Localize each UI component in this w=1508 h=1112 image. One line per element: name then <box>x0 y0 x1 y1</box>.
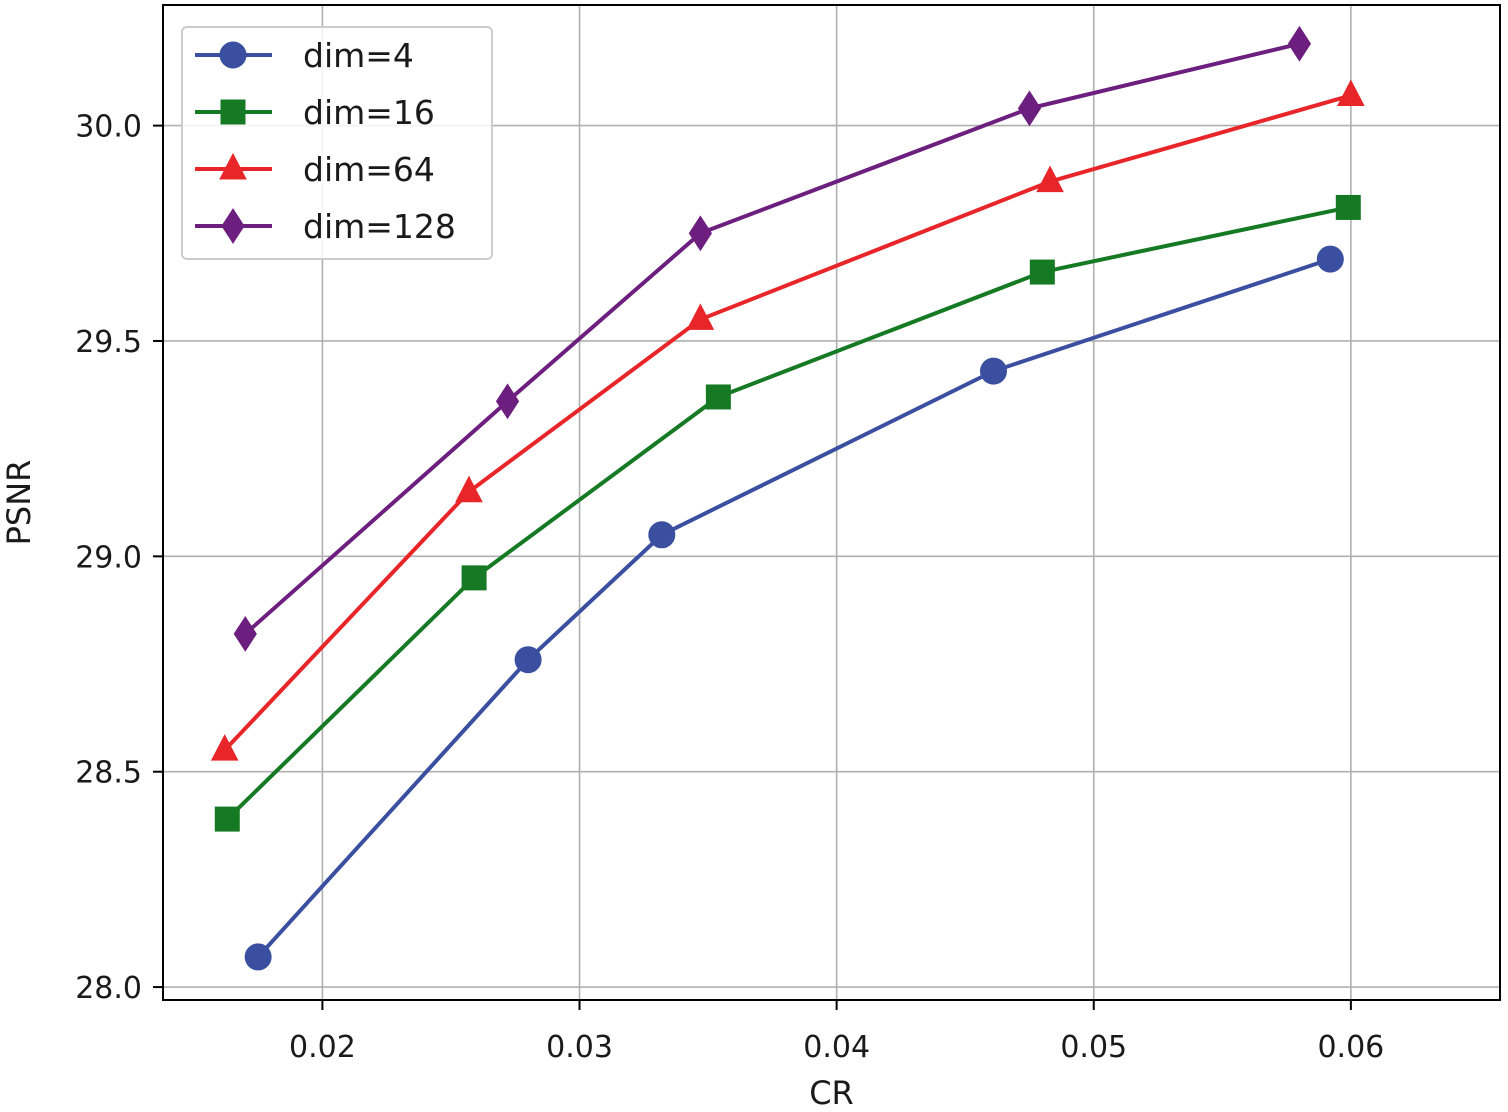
series-markers <box>210 25 1365 971</box>
legend-marker <box>220 99 246 125</box>
data-point <box>495 383 520 420</box>
y-tick-label: 30.0 <box>75 110 142 145</box>
legend-marker <box>219 41 247 69</box>
data-point <box>233 615 257 652</box>
data-point <box>461 565 487 591</box>
data-point <box>688 215 712 252</box>
data-point <box>455 475 483 503</box>
y-tick-label: 28.5 <box>75 756 142 791</box>
data-point <box>514 646 542 674</box>
plot-frame <box>162 4 1501 1001</box>
data-point <box>686 303 715 330</box>
legend-label: dim=4 <box>303 36 414 75</box>
x-axis-label: CR <box>809 1074 854 1112</box>
series-line-2 <box>225 205 1349 821</box>
data-point <box>210 734 239 761</box>
data-point <box>979 357 1007 385</box>
x-axis-ticks: 0.02 0.03 0.04 0.05 0.06 <box>289 1000 1384 1065</box>
x-tick-label: 0.06 <box>1317 1030 1384 1065</box>
series-line-1 <box>256 257 1331 959</box>
data-point <box>1029 259 1055 285</box>
x-tick-label: 0.02 <box>289 1030 356 1065</box>
data-point <box>244 943 272 971</box>
x-tick-label: 0.04 <box>803 1030 870 1065</box>
data-point <box>648 521 676 549</box>
data-point <box>1335 194 1361 220</box>
legend-label: dim=16 <box>303 93 435 132</box>
data-point <box>1287 25 1312 62</box>
legend-box <box>181 26 493 260</box>
data-point <box>1337 79 1365 106</box>
y-tick-label: 29.5 <box>75 325 142 360</box>
legend: dim=4 dim=16 dim=64 dim=128 <box>181 26 493 260</box>
legend-label: dim=128 <box>303 207 456 246</box>
y-tick-label: 28.0 <box>75 971 142 1006</box>
x-tick-label: 0.05 <box>1060 1030 1127 1065</box>
y-axis-ticks: 28.0 28.5 29.0 29.5 30.0 <box>75 110 163 1006</box>
legend-marker <box>219 152 247 180</box>
y-tick-label: 29.0 <box>75 540 142 575</box>
grid <box>163 5 1500 1000</box>
data-point <box>1036 165 1064 193</box>
legend-marker <box>221 208 245 244</box>
data-point <box>1316 245 1344 273</box>
legend-label: dim=64 <box>303 150 435 189</box>
data-point <box>1017 90 1042 127</box>
data-point <box>214 806 240 832</box>
data-point <box>705 384 731 410</box>
y-axis-label: PSNR <box>0 460 38 546</box>
x-tick-label: 0.03 <box>546 1030 613 1065</box>
